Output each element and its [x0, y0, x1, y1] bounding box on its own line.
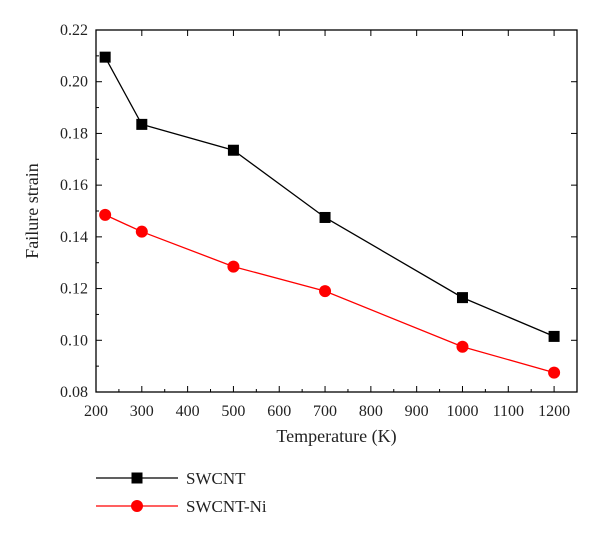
y-tick-label: 0.14 [60, 229, 88, 246]
x-tick-label: 400 [176, 403, 200, 420]
legend-item-swcnt: SWCNT [96, 469, 246, 488]
data-point-swcnt-ni [99, 208, 112, 221]
data-point-swcnt [456, 292, 468, 304]
data-point-swcnt [227, 144, 239, 156]
series-line-swcnt [104, 56, 555, 338]
x-axis-ticks: 200 300 400 500 600 700 800 900 1000 1100 1200 [84, 30, 570, 420]
data-point-swcnt [548, 330, 560, 342]
legend-marker [131, 472, 143, 484]
data-point-swcnt [319, 211, 331, 223]
x-tick-label: 800 [359, 403, 383, 420]
y-tick-label: 0.20 [60, 74, 88, 91]
series-line-swcnt-ni [104, 214, 555, 374]
x-tick-label: 1200 [538, 403, 570, 420]
x-axis-title: Temperature (K) [276, 426, 396, 447]
series-layer [99, 51, 561, 379]
plot-frame [95, 29, 578, 393]
data-point-swcnt-ni [456, 340, 469, 353]
series-swcnt [99, 51, 560, 342]
y-tick-label: 0.16 [60, 177, 88, 194]
series-swcnt-ni [99, 208, 561, 379]
y-tick-label: 0.08 [60, 384, 88, 401]
legend: SWCNT SWCNT-Ni [96, 469, 267, 516]
x-tick-label: 700 [313, 403, 337, 420]
x-tick-label: 500 [221, 403, 245, 420]
x-tick-label: 600 [267, 403, 291, 420]
y-tick-label: 0.18 [60, 125, 88, 142]
data-point-swcnt-ni [135, 225, 148, 238]
y-tick-label: 0.12 [60, 281, 88, 298]
data-point-swcnt [99, 51, 111, 63]
y-tick-label: 0.10 [60, 332, 88, 349]
data-point-swcnt-ni [319, 285, 332, 298]
legend-item-swcnt-ni: SWCNT-Ni [96, 497, 267, 516]
y-axis-title: Failure strain [22, 163, 42, 258]
x-tick-label: 300 [130, 403, 154, 420]
x-tick-label: 1100 [493, 403, 524, 420]
y-axis-ticks: 0.08 0.10 0.12 0.14 0.16 0.18 0.20 0.22 [60, 22, 577, 401]
x-tick-label: 1000 [446, 403, 478, 420]
data-point-swcnt-ni [227, 260, 240, 273]
legend-marker [131, 500, 143, 512]
y-tick-label: 0.22 [60, 22, 88, 39]
x-tick-label: 900 [405, 403, 429, 420]
legend-label: SWCNT-Ni [186, 497, 267, 516]
data-point-swcnt-ni [548, 366, 561, 379]
x-tick-label: 200 [84, 403, 108, 420]
data-point-swcnt [136, 118, 148, 130]
legend-label: SWCNT [186, 469, 246, 488]
